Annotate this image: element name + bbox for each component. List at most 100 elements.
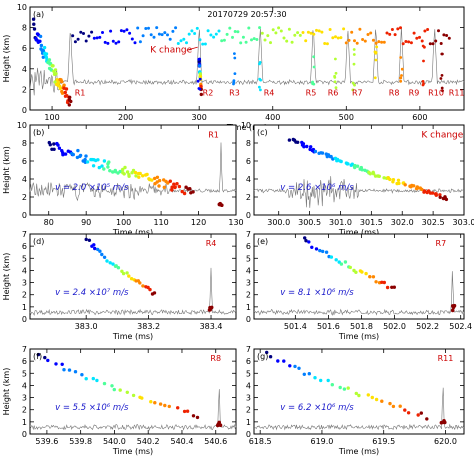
- y-tick-label: 0: [246, 211, 251, 220]
- source-point: [282, 359, 286, 363]
- y-tick-label: 4: [22, 175, 27, 184]
- source-point: [428, 191, 433, 195]
- y-tick-label: 2: [22, 193, 27, 202]
- x-tick-label: 619.5: [372, 437, 395, 446]
- source-point: [170, 188, 174, 192]
- waveform-trace: [29, 26, 465, 96]
- source-point: [335, 159, 339, 163]
- source-point: [110, 384, 114, 388]
- source-point: [41, 55, 45, 59]
- source-point: [203, 42, 207, 46]
- source-point: [331, 157, 335, 161]
- panel-g: 618.5 619.0 619.5 620.0 0 1 2 3 4 5 6 7 Time (ms) (g)…: [246, 345, 465, 456]
- source-point: [434, 39, 438, 43]
- source-point: [141, 174, 145, 178]
- source-point: [339, 262, 344, 266]
- source-point: [421, 83, 425, 87]
- source-point: [63, 90, 67, 95]
- source-point: [54, 362, 58, 366]
- source-point: [320, 151, 325, 155]
- velocity-annotation: v = 2.0 ×10⁵ m/s: [55, 183, 129, 193]
- source-point: [250, 38, 253, 42]
- x-tick-label: 383.2: [137, 322, 160, 331]
- source-point: [263, 38, 267, 42]
- source-point: [54, 72, 58, 76]
- y-tick-label: 10: [17, 121, 27, 130]
- source-point: [131, 393, 136, 398]
- source-point: [92, 243, 96, 247]
- source-point: [396, 27, 400, 31]
- source-point: [323, 42, 327, 45]
- source-points: [36, 352, 223, 428]
- source-point: [117, 40, 121, 44]
- source-point: [314, 247, 319, 251]
- source-point: [382, 40, 386, 44]
- source-point: [360, 168, 364, 172]
- source-point: [431, 42, 435, 46]
- source-point: [68, 95, 72, 100]
- source-point: [390, 285, 394, 289]
- source-point: [438, 193, 442, 197]
- x-tick-label: 501.6: [317, 322, 340, 331]
- source-point: [182, 409, 187, 414]
- y-tick-label: 4: [22, 65, 27, 74]
- source-point: [354, 391, 358, 396]
- source-point: [73, 370, 78, 374]
- source-point: [425, 190, 429, 195]
- source-point: [123, 165, 127, 170]
- source-point: [153, 401, 157, 405]
- x-tick-label: 400: [265, 113, 280, 122]
- x-tick-label: 619.0: [310, 437, 333, 446]
- source-point: [43, 355, 47, 360]
- source-point: [175, 182, 179, 186]
- y-axis-label: Height (km): [2, 368, 11, 416]
- source-point: [182, 37, 186, 41]
- source-point: [400, 74, 403, 77]
- source-point: [370, 395, 374, 400]
- source-point: [301, 31, 305, 34]
- y-tick-label: 3: [22, 394, 27, 403]
- source-point: [336, 36, 340, 40]
- annotation-label: R4: [264, 89, 275, 98]
- source-point: [418, 35, 421, 39]
- y-tick-label: 8: [246, 139, 251, 148]
- x-axis-label: Time (ms): [112, 447, 153, 456]
- source-point: [329, 255, 334, 259]
- source-point: [195, 26, 199, 30]
- source-point: [352, 62, 356, 66]
- source-point: [433, 192, 438, 196]
- source-point: [32, 27, 37, 31]
- x-tick-label: 302.0: [391, 218, 414, 227]
- source-point: [133, 41, 137, 45]
- source-point: [148, 287, 152, 292]
- source-point: [197, 64, 202, 68]
- source-point: [152, 35, 156, 39]
- source-point: [420, 187, 424, 192]
- panel-letter: (a): [33, 10, 44, 19]
- source-point: [428, 42, 432, 46]
- source-point: [82, 32, 85, 35]
- source-point: [388, 177, 392, 182]
- annotation-label: R5: [306, 89, 317, 98]
- source-point: [61, 153, 65, 157]
- y-tick-label: 4: [246, 175, 251, 184]
- source-point: [168, 37, 172, 41]
- panel-letter: (d): [33, 237, 44, 246]
- panel-f: 539.6 539.8 540.0 540.2 540.4 540.6 0 1 2 3 4 5 6 7 Ti…: [2, 345, 237, 456]
- y-axis-label: Height (km): [2, 253, 11, 301]
- source-point: [58, 86, 62, 91]
- x-tick-label: 540.6: [204, 437, 227, 446]
- source-point: [399, 26, 402, 30]
- source-point: [106, 165, 110, 169]
- source-point: [259, 88, 262, 92]
- source-point: [406, 411, 411, 415]
- source-point: [212, 35, 216, 39]
- source-point: [355, 41, 359, 45]
- source-point: [377, 40, 381, 44]
- source-point: [198, 57, 202, 61]
- source-point: [155, 175, 160, 179]
- x-tick-label: 540.0: [103, 437, 126, 446]
- x-tick-label: 540.2: [137, 437, 160, 446]
- source-point: [343, 260, 348, 264]
